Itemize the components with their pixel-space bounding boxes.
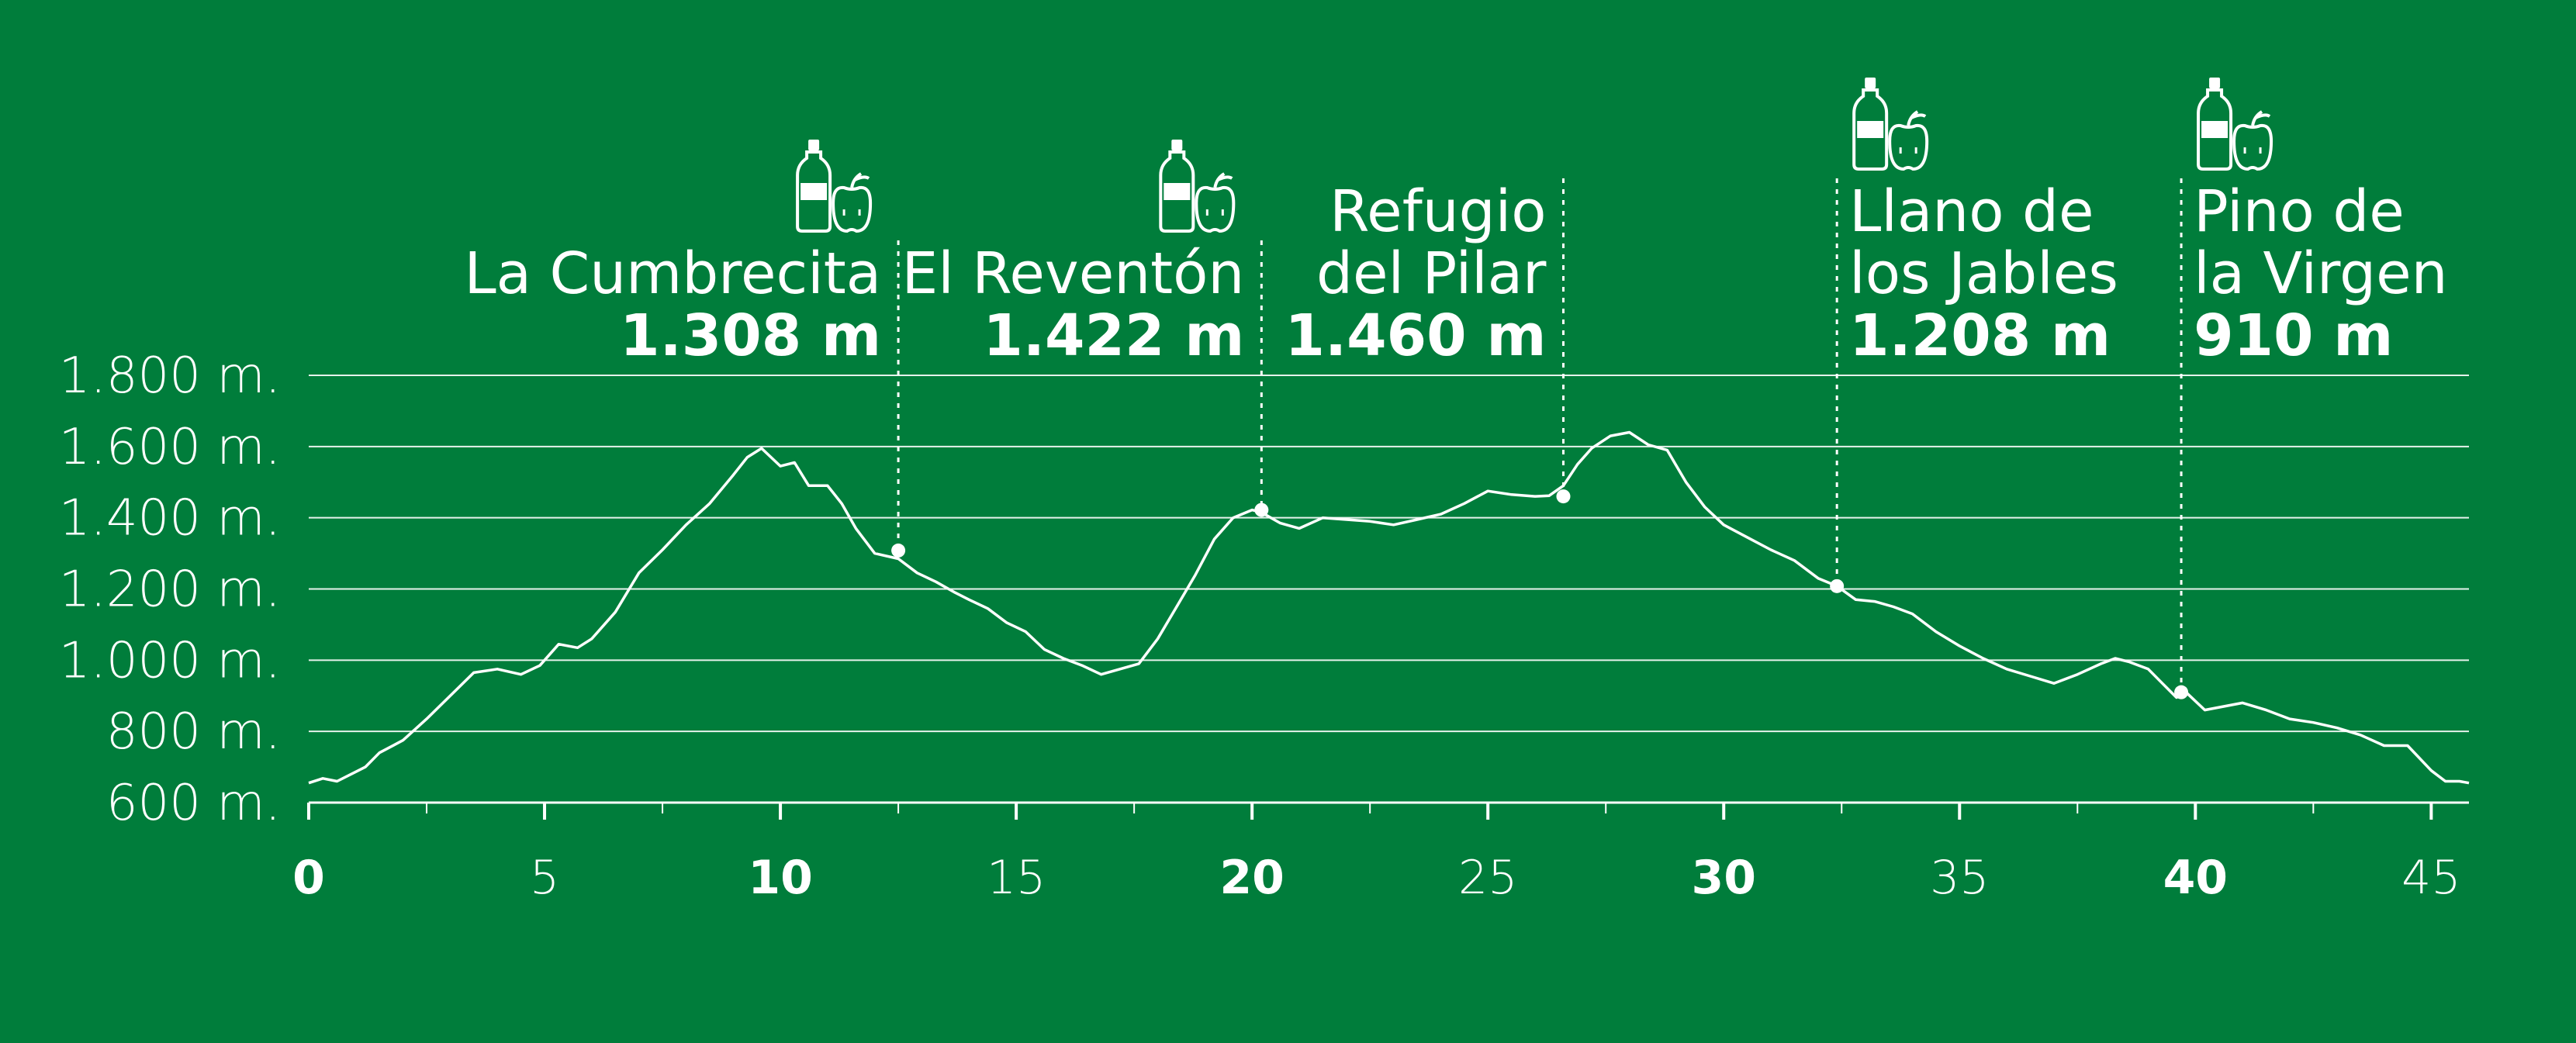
bottle-cap-icon [1171, 140, 1183, 150]
checkpoint-name: Llano de [1849, 178, 2094, 245]
checkpoint-marker [2174, 685, 2189, 699]
elevation-profile [308, 430, 2470, 785]
checkpoint-name: la Virgen [2194, 240, 2448, 307]
checkpoint-marker [1830, 578, 1845, 593]
y-tick-label: 1.400 m. [59, 490, 281, 547]
apple-face-icon [1205, 209, 1224, 216]
bottle-label-icon [800, 183, 828, 200]
bottle-cap-icon [1865, 78, 1876, 88]
y-tick-label: 800 m. [106, 703, 281, 761]
apple-face-icon [842, 209, 861, 216]
supply-icon [2197, 78, 2273, 171]
x-tick-label: 0 [292, 851, 325, 905]
apple-face-icon [2243, 147, 2262, 154]
x-tick-label: 45 [2401, 851, 2460, 905]
apple-stem-icon [1213, 172, 1233, 188]
grid-lines [309, 375, 2469, 733]
checkpoint-elevation: 1.422 m [983, 302, 1244, 369]
x-tick-label: 15 [987, 851, 1046, 905]
apple-stem-icon [850, 172, 870, 188]
x-tick-label: 20 [1219, 851, 1285, 905]
apple-stem-icon [2251, 110, 2271, 126]
bottle-label-icon [1857, 121, 1884, 138]
checkpoint-elevation: 910 m [2194, 302, 2393, 369]
x-axis: 0 5 10 15 20 25 30 35 40 45 [292, 801, 2469, 905]
apple-stem-icon [1907, 110, 1927, 126]
supply-icon [796, 140, 873, 233]
checkpoint-marker [891, 543, 906, 558]
checkpoint-name: los Jables [1849, 240, 2118, 307]
elevation-line [308, 430, 2470, 785]
bottle-cap-icon [2209, 78, 2221, 88]
bottle-icon [796, 150, 832, 233]
x-tick-label: 10 [748, 851, 813, 905]
checkpoint-marker [1254, 503, 1269, 517]
x-tick-label: 40 [2163, 851, 2228, 905]
checkpoint-name: El Reventón [901, 240, 1244, 307]
apple-icon [832, 185, 873, 233]
checkpoint-elevation: 1.460 m [1285, 302, 1547, 369]
y-tick-label: 1.200 m. [59, 561, 281, 619]
x-tick-label: 30 [1691, 851, 1756, 905]
apple-icon [2232, 123, 2273, 171]
bottle-label-icon [1164, 183, 1191, 200]
x-tick-label: 5 [530, 851, 559, 905]
checkpoint-name: La Cumbrecita [464, 240, 881, 307]
checkpoint-elevation: 1.208 m [1849, 302, 2111, 369]
bottle-cap-icon [808, 140, 820, 150]
supply-icon [1159, 140, 1236, 233]
x-tick-label: 25 [1458, 851, 1517, 905]
bottle-icon [1159, 150, 1195, 233]
y-tick-label: 1.000 m. [59, 632, 281, 689]
y-axis-tick-labels: 600 m. 800 m. 1.000 m. 1.200 m. 1.400 m. 1.60… [59, 347, 281, 832]
apple-icon [1888, 123, 1929, 171]
y-tick-label: 600 m. [106, 775, 281, 832]
checkpoint-elevation: 1.308 m [620, 302, 881, 369]
supply-icon [1852, 78, 1929, 171]
x-tick-label: 35 [1930, 851, 1989, 905]
checkpoint-name: del Pilar [1316, 240, 1547, 307]
y-tick-label: 1.600 m. [59, 419, 281, 476]
checkpoint-name: Refugio [1329, 178, 1546, 245]
y-tick-label: 1.800 m. [59, 347, 281, 405]
checkpoint-marker [1556, 489, 1571, 504]
apple-face-icon [1899, 147, 1917, 154]
bottle-icon [1852, 88, 1889, 171]
bottle-icon [2197, 88, 2233, 171]
checkpoint-name: Pino de [2194, 178, 2405, 245]
apple-icon [1195, 185, 1236, 233]
bottle-label-icon [2201, 121, 2228, 138]
